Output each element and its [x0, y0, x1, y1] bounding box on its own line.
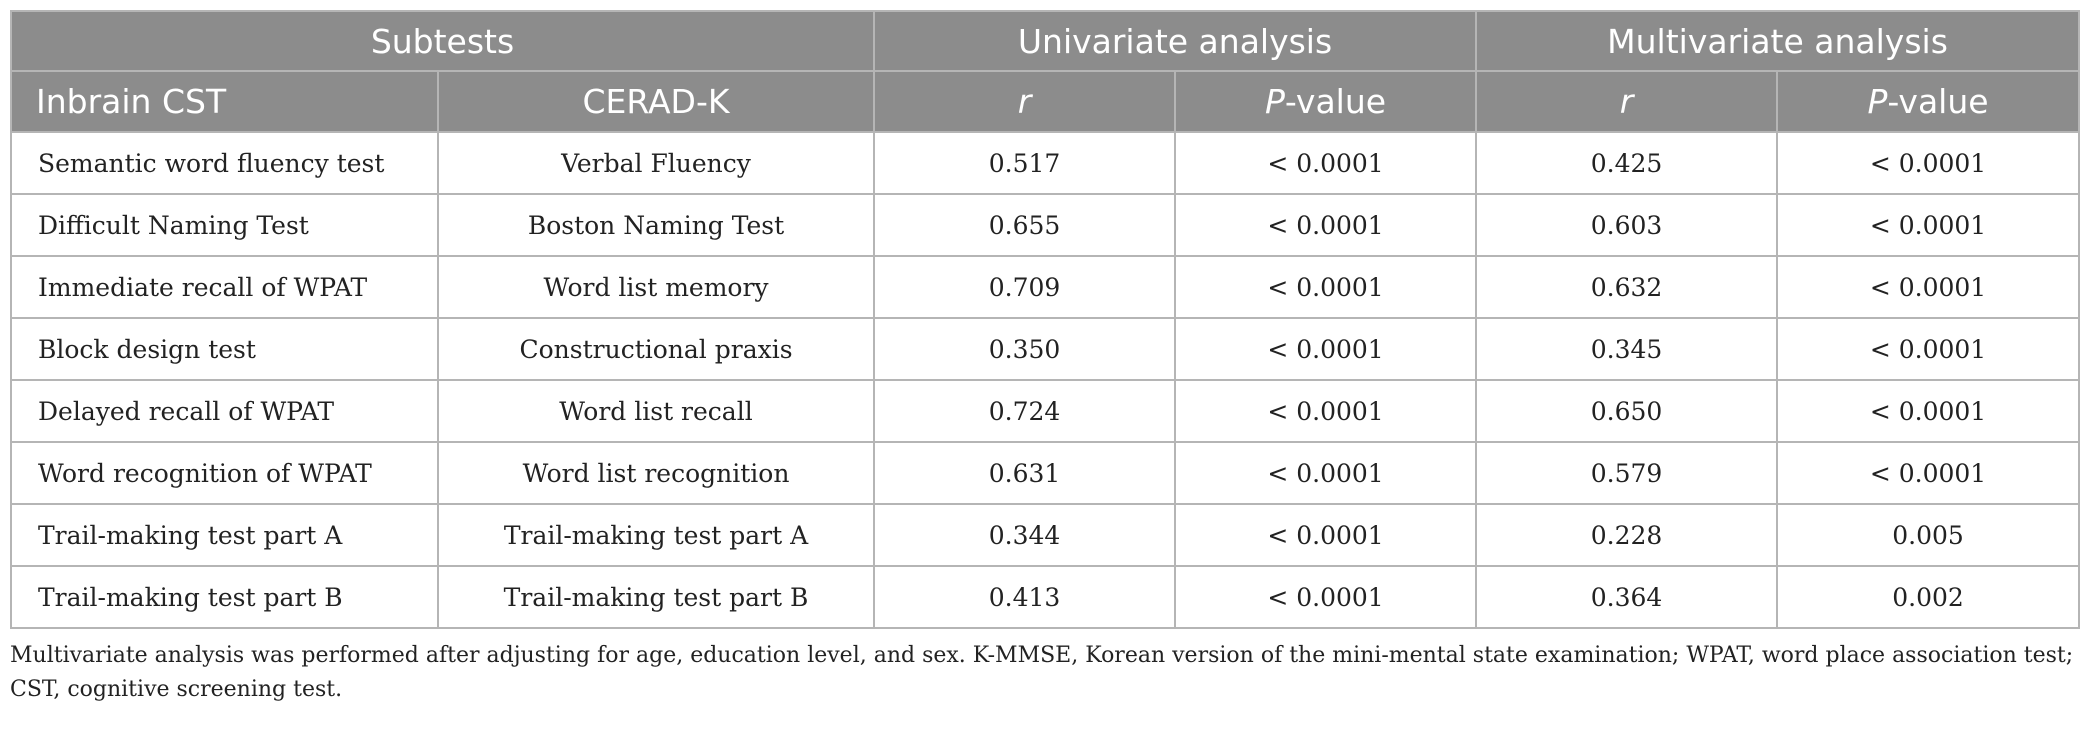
header-multi-p-rest: -value	[1887, 82, 1989, 121]
cell-uni-p: < 0.0001	[1174, 565, 1478, 629]
cell-inbrain: Word recognition of WPAT	[10, 441, 439, 505]
table-row: Block design test Constructional praxis …	[10, 317, 2081, 381]
header-multi-p-italic: P	[1867, 82, 1888, 121]
cell-uni-p: < 0.0001	[1174, 193, 1478, 257]
cell-uni-r: 0.655	[873, 193, 1177, 257]
cell-uni-p: < 0.0001	[1174, 503, 1478, 567]
cell-cerad: Verbal Fluency	[436, 131, 876, 195]
header-subtests: Subtests	[9, 10, 876, 72]
correlation-table: Subtests Univariate analysis Multivariat…	[9, 10, 2081, 629]
cell-uni-p: < 0.0001	[1174, 441, 1478, 505]
header-uni-r-label: r	[1017, 82, 1032, 121]
cell-multi-p: 0.002	[1776, 565, 2081, 629]
cell-inbrain: Trail-making test part A	[10, 503, 439, 567]
cell-multi-p: < 0.0001	[1776, 441, 2081, 505]
cell-multi-p: 0.005	[1776, 503, 2081, 567]
header-uni-p-rest: -value	[1284, 82, 1387, 121]
table-container: Subtests Univariate analysis Multivariat…	[9, 10, 2081, 707]
cell-cerad: Word list recall	[436, 379, 876, 443]
header-cerad-k: CERAD-K	[436, 70, 876, 133]
table-row: Delayed recall of WPAT Word list recall …	[10, 379, 2081, 443]
header-uni-r: r	[873, 70, 1177, 133]
cell-multi-r: 0.579	[1475, 441, 1779, 505]
table-row: Immediate recall of WPAT Word list memor…	[10, 255, 2081, 319]
cell-uni-p: < 0.0001	[1174, 255, 1478, 319]
cell-inbrain: Difficult Naming Test	[10, 193, 439, 257]
cell-multi-r: 0.228	[1475, 503, 1779, 567]
cell-multi-r: 0.345	[1475, 317, 1779, 381]
cell-inbrain: Delayed recall of WPAT	[10, 379, 439, 443]
cell-uni-r: 0.724	[873, 379, 1177, 443]
header-multi-r-label: r	[1619, 82, 1634, 121]
table-row: Difficult Naming Test Boston Naming Test…	[10, 193, 2081, 257]
table-row: Trail-making test part A Trail-making te…	[10, 503, 2081, 567]
table-row: Semantic word fluency test Verbal Fluenc…	[10, 131, 2081, 195]
cell-inbrain: Semantic word fluency test	[10, 131, 439, 195]
header-multi-p: P-value	[1776, 70, 2081, 133]
header-uni-p-italic: P	[1264, 82, 1285, 121]
cell-uni-r: 0.709	[873, 255, 1177, 319]
header-univariate: Univariate analysis	[873, 10, 1478, 72]
header-group-row: Subtests Univariate analysis Multivariat…	[9, 10, 2081, 72]
header-multivariate: Multivariate analysis	[1475, 10, 2081, 72]
cell-multi-p: < 0.0001	[1776, 317, 2081, 381]
cell-multi-p: < 0.0001	[1776, 193, 2081, 257]
cell-cerad: Word list memory	[436, 255, 876, 319]
cell-uni-p: < 0.0001	[1174, 131, 1478, 195]
header-column-row: Inbrain CST CERAD-K r P-value r P-value	[10, 70, 2081, 133]
cell-uni-p: < 0.0001	[1174, 379, 1478, 443]
cell-multi-r: 0.364	[1475, 565, 1779, 629]
cell-multi-p: < 0.0001	[1776, 255, 2081, 319]
header-multi-r: r	[1475, 70, 1779, 133]
cell-uni-r: 0.631	[873, 441, 1177, 505]
cell-multi-r: 0.632	[1475, 255, 1779, 319]
table-row: Word recognition of WPAT Word list recog…	[10, 441, 2081, 505]
header-uni-p: P-value	[1174, 70, 1478, 133]
cell-uni-r: 0.344	[873, 503, 1177, 567]
cell-uni-r: 0.517	[873, 131, 1177, 195]
cell-cerad: Constructional praxis	[436, 317, 876, 381]
cell-multi-r: 0.650	[1475, 379, 1779, 443]
cell-cerad: Boston Naming Test	[436, 193, 876, 257]
cell-multi-p: < 0.0001	[1776, 379, 2081, 443]
cell-cerad: Trail-making test part A	[436, 503, 876, 567]
header-inbrain-cst: Inbrain CST	[10, 70, 439, 133]
cell-uni-r: 0.350	[873, 317, 1177, 381]
table-footnote: Multivariate analysis was performed afte…	[10, 643, 2074, 702]
cell-inbrain: Immediate recall of WPAT	[10, 255, 439, 319]
cell-uni-p: < 0.0001	[1174, 317, 1478, 381]
cell-multi-p: < 0.0001	[1776, 131, 2081, 195]
cell-multi-r: 0.603	[1475, 193, 1779, 257]
cell-inbrain: Block design test	[10, 317, 439, 381]
cell-cerad: Trail-making test part B	[436, 565, 876, 629]
cell-cerad: Word list recognition	[436, 441, 876, 505]
cell-multi-r: 0.425	[1475, 131, 1779, 195]
cell-inbrain: Trail-making test part B	[10, 565, 439, 629]
cell-uni-r: 0.413	[873, 565, 1177, 629]
table-row: Trail-making test part B Trail-making te…	[10, 565, 2081, 629]
